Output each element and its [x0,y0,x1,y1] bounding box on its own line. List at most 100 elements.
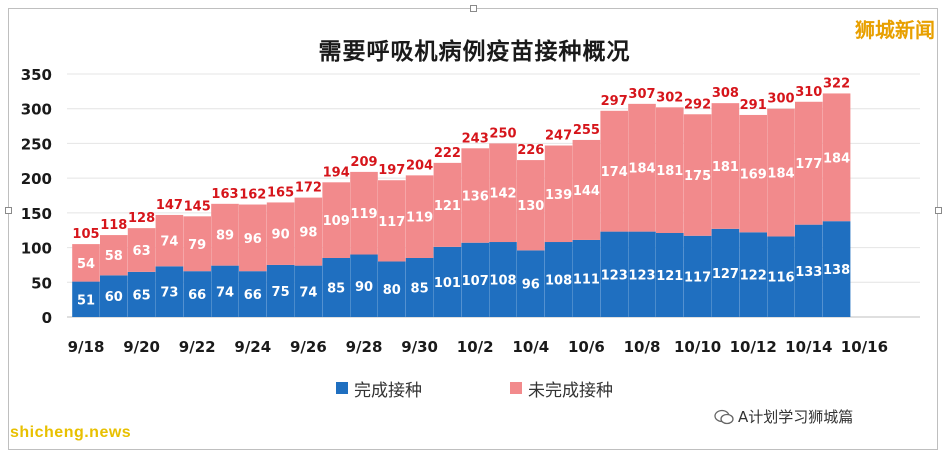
data-label-incomplete: 79 [188,238,206,253]
data-label-completed: 96 [522,278,540,293]
data-label-completed: 101 [434,276,461,291]
bar-incomplete [72,244,100,282]
data-label-incomplete: 175 [684,169,711,184]
x-tick-label: 10/12 [730,338,777,356]
data-label-total: 165 [267,185,294,200]
bar-incomplete [350,171,378,255]
data-label-total: 255 [573,123,600,138]
bar-completed [127,271,156,317]
resize-handle-left[interactable] [5,207,12,214]
data-label-total: 297 [601,94,628,109]
data-label-completed: 66 [188,288,206,303]
data-label-incomplete: 177 [795,157,822,172]
data-label-incomplete: 184 [823,151,850,166]
data-label-incomplete: 98 [299,226,317,241]
data-label-incomplete: 63 [133,244,151,259]
legend-item-incomplete: 未完成接种 [510,376,613,401]
x-tick-label: 10/14 [785,338,832,356]
bar-completed [600,231,628,317]
data-label-completed: 123 [628,268,655,283]
data-label-total: 250 [489,126,516,141]
data-label-completed: 85 [411,281,429,296]
data-label-total: 308 [712,86,739,101]
x-tick-label: 9/22 [179,338,216,356]
legend-item-completed: 完成接种 [336,376,422,401]
data-label-completed: 108 [489,274,516,289]
x-tick-label: 10/6 [568,338,605,356]
data-label-total: 322 [823,76,850,91]
bar-incomplete [822,93,851,222]
footer-watermark: shicheng.news [10,424,132,441]
bar-incomplete [767,108,795,237]
bar-completed [239,271,267,317]
bar-incomplete [517,160,545,251]
data-label-completed: 90 [355,280,373,295]
data-label-completed: 121 [656,269,683,284]
legend-label-completed: 完成接种 [354,380,422,401]
bar-incomplete [322,182,350,258]
legend-swatch-completed [336,382,348,394]
bar-completed [795,224,823,317]
data-label-incomplete: 90 [272,228,290,243]
bar-incomplete [266,202,295,265]
data-label-incomplete: 117 [378,215,405,230]
data-label-completed: 60 [105,290,123,305]
data-label-total: 163 [211,187,238,202]
bar-completed [183,271,211,317]
x-tick-label: 10/4 [512,338,549,356]
data-label-completed: 138 [823,263,850,278]
data-label-total: 302 [656,90,683,105]
data-label-completed: 127 [712,267,739,282]
data-label-incomplete: 121 [434,199,461,214]
data-label-incomplete: 89 [216,229,234,244]
data-label-total: 128 [128,211,155,226]
data-label-incomplete: 136 [462,190,489,205]
legend-label-incomplete: 未完成接种 [528,380,613,401]
data-label-total: 300 [767,92,794,107]
bar-completed [294,265,323,317]
bar-incomplete [711,103,740,229]
y-tick-label: 200 [21,170,52,188]
bar-incomplete [155,214,184,267]
x-tick-label: 9/20 [123,338,160,356]
bar-completed [433,246,462,317]
bar-incomplete [628,103,656,232]
bar-incomplete [656,107,684,233]
bar-completed [350,254,378,317]
data-label-incomplete: 74 [160,235,178,250]
wechat-icon [714,409,734,425]
x-tick-label: 9/26 [290,338,327,356]
bar-completed [544,242,573,317]
bar-incomplete [461,148,489,243]
bar-incomplete [100,235,128,276]
data-label-incomplete: 169 [740,168,767,183]
data-label-total: 194 [323,165,350,180]
resize-handle-top[interactable] [470,5,477,12]
bar-incomplete [600,110,628,232]
y-tick-label: 350 [21,66,52,84]
bar-completed [572,239,601,317]
data-label-total: 197 [378,163,405,178]
data-label-total: 307 [628,87,655,102]
data-label-total: 226 [517,143,544,158]
data-label-incomplete: 184 [628,162,655,177]
bar-incomplete [239,204,267,272]
bar-incomplete [405,175,434,258]
data-label-total: 118 [100,218,127,233]
bar-incomplete [739,114,767,233]
bar-completed [100,275,128,317]
resize-handle-right[interactable] [935,207,942,214]
bar-completed [683,235,712,317]
data-label-total: 310 [795,85,822,100]
data-label-completed: 75 [272,285,290,300]
y-tick-label: 300 [21,101,52,119]
x-tick-label: 10/8 [624,338,661,356]
data-label-completed: 111 [573,272,600,287]
data-label-total: 145 [184,199,211,214]
data-label-completed: 74 [299,285,317,300]
bar-incomplete [795,101,823,225]
bar-completed [711,228,740,317]
data-label-incomplete: 119 [406,211,433,226]
x-tick-label: 10/16 [841,338,888,356]
data-label-incomplete: 119 [350,207,377,222]
